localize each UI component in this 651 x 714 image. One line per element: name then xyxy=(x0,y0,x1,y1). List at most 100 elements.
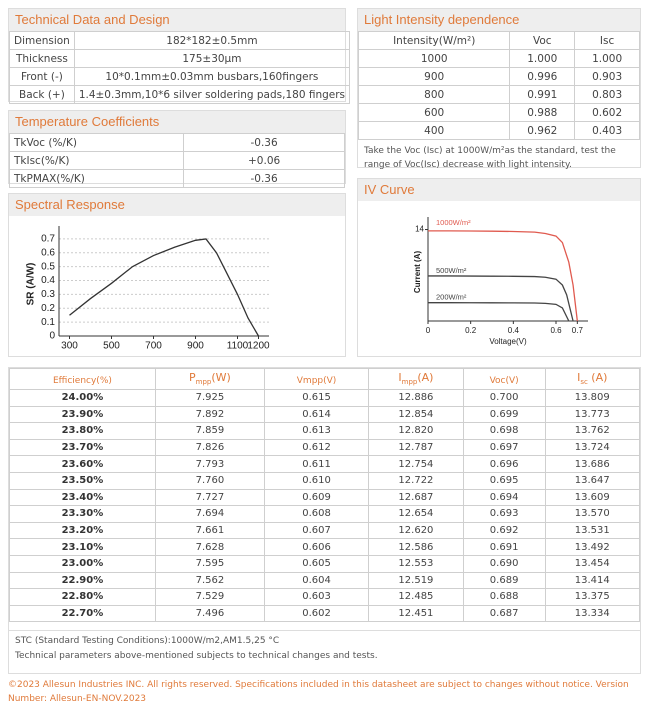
note: STC (Standard Testing Conditions):1000W/… xyxy=(15,636,280,647)
cell: 23.70% xyxy=(9,438,156,457)
section-title: Temperature Coefficients xyxy=(9,111,345,133)
technical-data: Technical Data and Design Dimension 182*1… xyxy=(8,8,351,104)
cell: TkPMAX(%/K) xyxy=(8,169,185,188)
cell: 0.612 xyxy=(263,438,370,457)
table-row: 23.10% 7.628 0.606 12.586 0.691 13.492 xyxy=(9,538,640,556)
cell: 0.695 xyxy=(462,471,546,490)
header-text: Vmpp(V) xyxy=(296,375,337,386)
cell: 22.70% xyxy=(9,604,156,623)
table-row: Back (+) 1.4±0.3mm,10*6 silver soldering … xyxy=(9,85,351,104)
table-row: 24.00% 7.925 0.615 12.886 0.700 13.809 xyxy=(9,389,640,407)
cell: 7.529 xyxy=(154,588,265,606)
table: Efficiency(%) Pmpp(W) Vmpp(V) Impp(A) Voc(V)… xyxy=(9,368,640,623)
table-row: 23.90% 7.892 0.614 12.854 0.699 13.773 xyxy=(9,405,640,424)
x-axis-label: Voltage(V) xyxy=(489,337,527,346)
cell: 1.000 xyxy=(574,49,640,68)
x-tick-label: 0 xyxy=(426,326,431,335)
header-row: Intensity(W/m²) Voc Isc xyxy=(357,31,640,50)
cell: 12.586 xyxy=(368,538,464,556)
cell: 23.30% xyxy=(9,505,156,523)
cell: 23.60% xyxy=(9,455,156,473)
cell: 1.4±0.3mm,10*6 silver soldering pads,180… xyxy=(73,85,351,104)
column-header: Voc xyxy=(509,31,576,50)
efficiency-section: Efficiency(%) Pmpp(W) Vmpp(V) Impp(A) Voc(V)… xyxy=(8,367,641,674)
cell: 0.604 xyxy=(263,571,370,590)
table-row: 23.50% 7.760 0.610 12.722 0.695 13.647 xyxy=(9,471,640,490)
column-header: Vmpp(V) xyxy=(263,368,370,390)
cell: 7.727 xyxy=(154,488,265,507)
x-tick-label: 0.7 xyxy=(572,326,584,335)
cell: 12.654 xyxy=(368,505,464,523)
cell: 7.925 xyxy=(154,389,265,407)
cell: 7.760 xyxy=(154,471,265,490)
cell: 23.90% xyxy=(9,405,156,424)
cell: 7.661 xyxy=(154,521,265,540)
cell: 600 xyxy=(357,103,511,122)
chart: 14 0 0.2 0.4 0.6 0.7 Current (A) Voltage(V) 1000… xyxy=(413,217,588,346)
table-row: 900 0.996 0.903 xyxy=(357,67,640,86)
table-row: 23.30% 7.694 0.608 12.654 0.693 13.570 xyxy=(9,505,640,523)
cell: 0.803 xyxy=(574,85,640,104)
table-row: 600 0.988 0.602 xyxy=(357,103,640,122)
x-tick-label: 500 xyxy=(103,341,120,352)
cell: Thickness xyxy=(9,49,75,68)
cell: 13.609 xyxy=(544,488,640,507)
header-text: Efficiency(%) xyxy=(52,375,112,386)
table-row: 1000 1.000 1.000 xyxy=(357,49,640,68)
cell: 12.886 xyxy=(368,389,464,407)
header-text: I xyxy=(398,371,402,385)
y-axis-label: SR (A/W) xyxy=(26,263,37,306)
notes: STC (Standard Testing Conditions):1000W/… xyxy=(9,630,640,667)
cell: 13.762 xyxy=(544,422,640,440)
cell: 22.80% xyxy=(9,588,156,606)
section-title: IV Curve xyxy=(358,179,640,201)
cell: 0.903 xyxy=(574,67,640,86)
cell: 0.602 xyxy=(574,103,640,122)
x-tick-label: 1100 xyxy=(227,341,249,352)
cell: 0.988 xyxy=(509,103,576,122)
cell: 12.722 xyxy=(368,471,464,490)
table-row: 23.60% 7.793 0.611 12.754 0.696 13.686 xyxy=(9,455,640,473)
cell: 0.689 xyxy=(462,571,546,590)
cell: 0.996 xyxy=(509,67,576,86)
column-header: Impp(A) xyxy=(368,368,464,390)
cell: 23.80% xyxy=(9,422,156,440)
header-subscript: mpp xyxy=(401,378,418,387)
cell: 12.485 xyxy=(368,588,464,606)
data-line xyxy=(428,275,574,322)
column-header: Pmpp(W) xyxy=(154,368,265,390)
cell: 0.687 xyxy=(462,604,546,623)
cell: 0.614 xyxy=(263,405,370,424)
y-tick-label: 0.1 xyxy=(41,317,55,328)
cell: 0.700 xyxy=(462,389,546,407)
cell: 13.686 xyxy=(544,455,640,473)
header-text: I xyxy=(577,371,581,385)
table-row: Dimension 182*182±0.5mm xyxy=(9,31,351,50)
y-tick-label: 0.3 xyxy=(41,289,55,300)
cell: 13.724 xyxy=(544,438,640,457)
cell: 0.962 xyxy=(509,121,576,140)
temperature-coefficients: Temperature Coefficients TkVoc (%/K) -0.3… xyxy=(8,110,346,188)
cell: 12.553 xyxy=(368,554,464,573)
cell: 23.40% xyxy=(9,488,156,507)
table-row: TkVoc (%/K) -0.36 xyxy=(8,133,345,152)
cell: Dimension xyxy=(9,31,75,50)
cell: 7.595 xyxy=(154,554,265,573)
cell: 0.603 xyxy=(263,588,370,606)
cell: 24.00% xyxy=(9,389,156,407)
cell: 182*182±0.5mm xyxy=(73,31,351,50)
column-header: Isc (A) xyxy=(544,368,640,390)
cell: 7.793 xyxy=(154,455,265,473)
y-axis-label: Current (A) xyxy=(413,251,422,294)
cell: 0.690 xyxy=(462,554,546,573)
cell: Back (+) xyxy=(9,85,75,104)
data-line xyxy=(428,302,570,322)
header-text: Voc(V) xyxy=(489,375,519,386)
x-tick-label: 700 xyxy=(145,341,162,352)
cell: 7.859 xyxy=(154,422,265,440)
cell: 0.696 xyxy=(462,455,546,473)
y-tick-label: 0.4 xyxy=(41,275,55,286)
cell: 0.608 xyxy=(263,505,370,523)
light-intensity: Light Intensity dependence Intensity(W/m… xyxy=(357,8,641,170)
cell: 0.691 xyxy=(462,538,546,556)
